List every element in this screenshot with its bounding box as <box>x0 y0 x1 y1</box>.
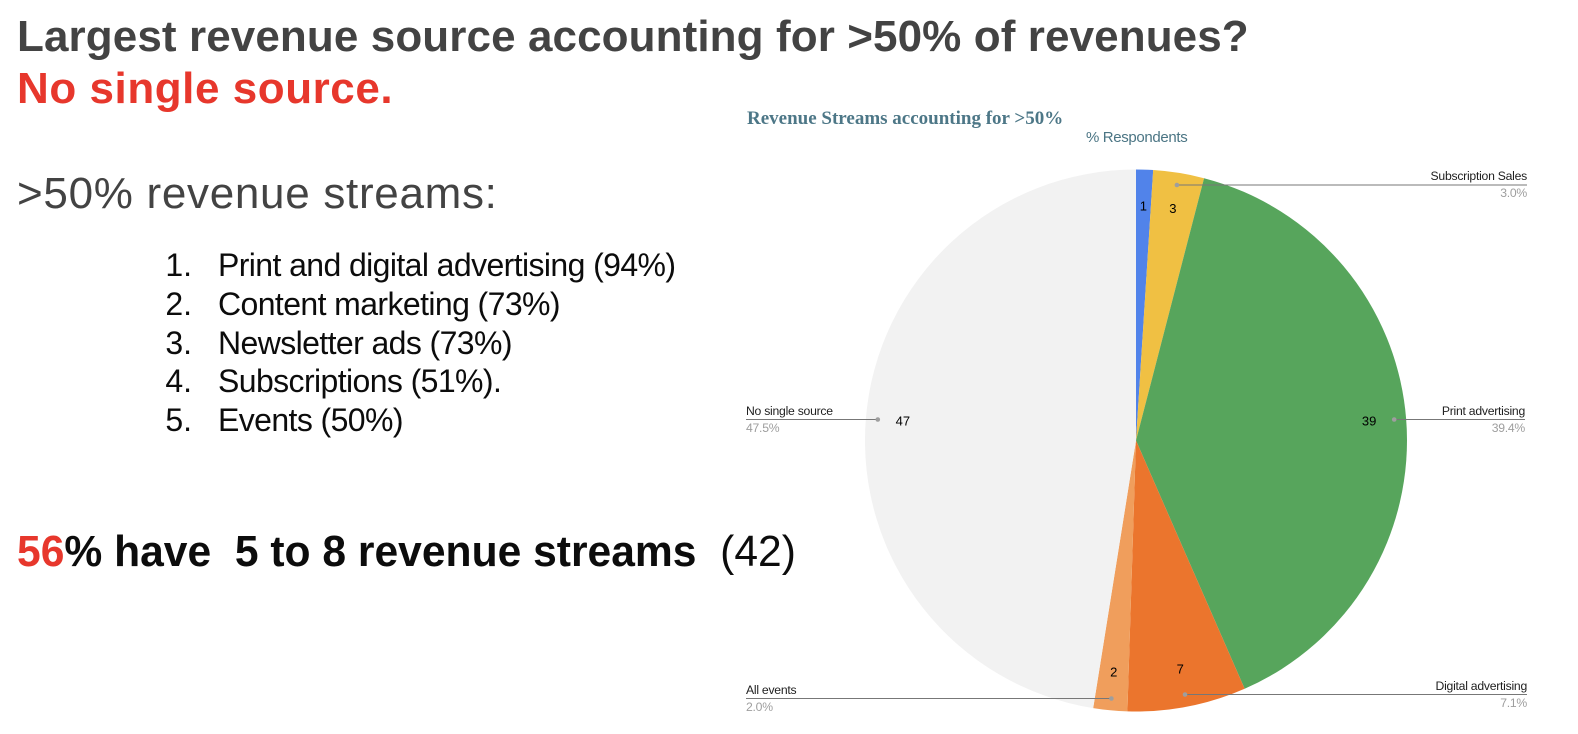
svg-text:47: 47 <box>896 414 910 429</box>
svg-text:7: 7 <box>1177 662 1184 677</box>
svg-text:7.1%: 7.1% <box>1500 696 1527 710</box>
svg-text:3: 3 <box>1169 201 1176 216</box>
svg-text:1: 1 <box>1140 198 1147 213</box>
svg-text:All events: All events <box>746 683 796 697</box>
svg-text:2.0%: 2.0% <box>746 700 773 714</box>
svg-text:2: 2 <box>1110 665 1117 680</box>
svg-text:Digital advertising: Digital advertising <box>1436 679 1527 693</box>
svg-text:3.0%: 3.0% <box>1500 186 1527 200</box>
svg-text:Print advertising: Print advertising <box>1442 404 1525 418</box>
svg-text:39.4%: 39.4% <box>1492 421 1526 435</box>
svg-text:47.5%: 47.5% <box>746 421 780 435</box>
svg-text:39: 39 <box>1362 414 1376 429</box>
svg-text:No single source: No single source <box>746 404 833 418</box>
svg-text:Subscription Sales: Subscription Sales <box>1431 169 1528 183</box>
